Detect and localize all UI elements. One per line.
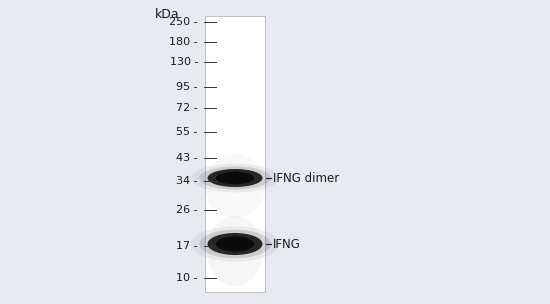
Ellipse shape xyxy=(207,216,262,286)
Ellipse shape xyxy=(207,233,262,255)
Ellipse shape xyxy=(199,166,271,190)
Text: 43 -: 43 - xyxy=(177,153,198,163)
Text: 180 -: 180 - xyxy=(169,37,198,47)
Text: 130 -: 130 - xyxy=(169,57,198,67)
Text: IFNG dimer: IFNG dimer xyxy=(273,171,339,185)
Text: 250 -: 250 - xyxy=(169,17,198,27)
Text: 72 -: 72 - xyxy=(176,103,198,113)
Ellipse shape xyxy=(191,164,279,192)
Ellipse shape xyxy=(223,174,248,182)
Ellipse shape xyxy=(205,154,265,217)
Ellipse shape xyxy=(199,230,271,258)
Text: 95 -: 95 - xyxy=(177,82,198,92)
Text: kDa: kDa xyxy=(155,8,180,21)
Ellipse shape xyxy=(216,236,254,252)
Ellipse shape xyxy=(191,226,279,262)
Text: 34 -: 34 - xyxy=(177,176,198,186)
Bar xyxy=(205,16,265,292)
Text: 10 -: 10 - xyxy=(177,273,198,283)
Ellipse shape xyxy=(207,169,262,187)
Ellipse shape xyxy=(223,239,248,249)
Text: 17 -: 17 - xyxy=(177,241,198,251)
Text: IFNG: IFNG xyxy=(273,237,301,250)
Text: 26 -: 26 - xyxy=(177,205,198,215)
Ellipse shape xyxy=(216,172,254,184)
Text: 55 -: 55 - xyxy=(177,127,198,137)
